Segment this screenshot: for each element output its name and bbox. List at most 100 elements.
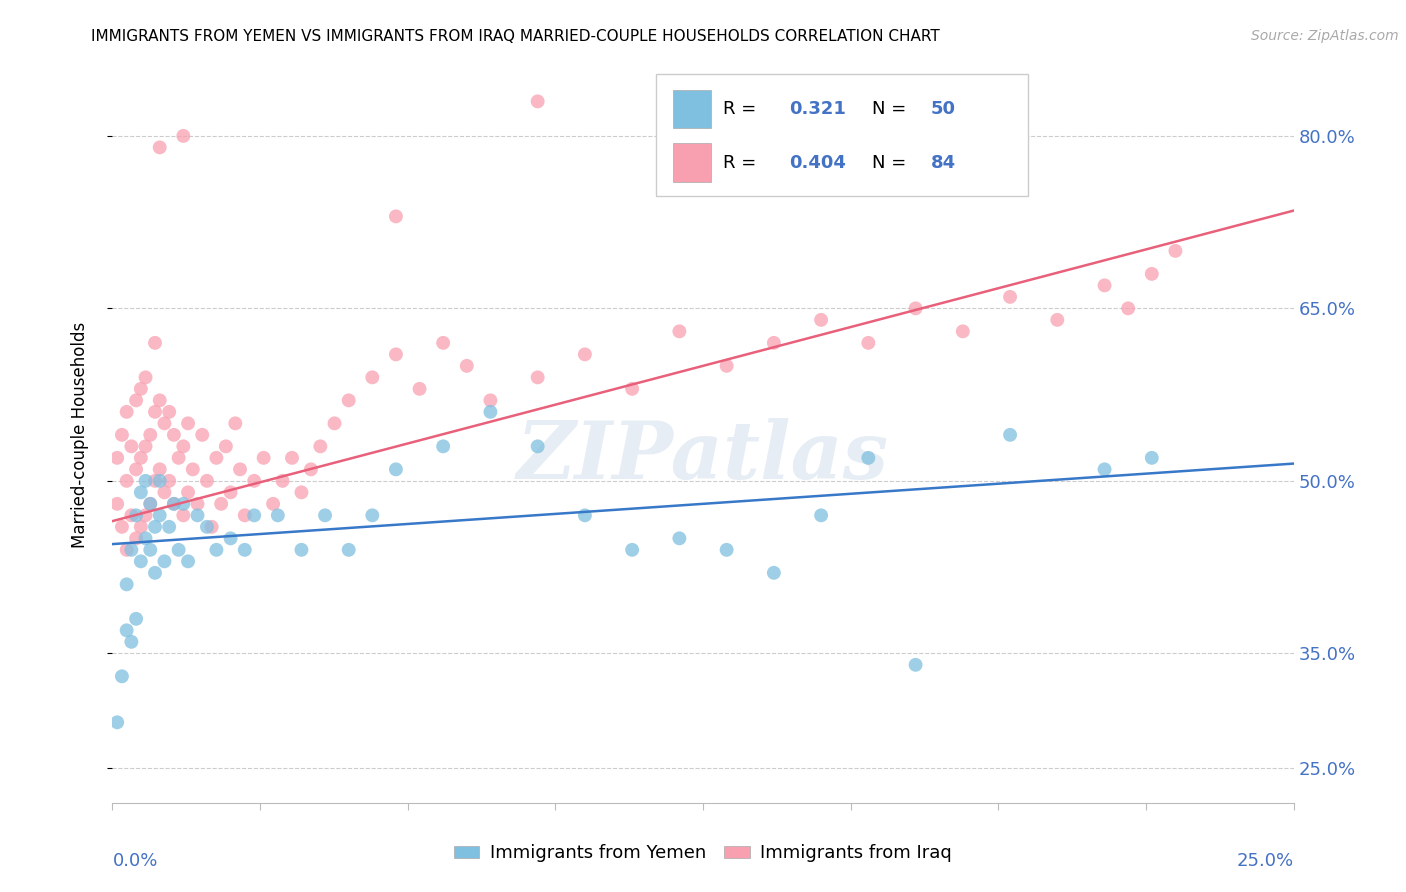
Point (621, 382, 644, 396)
Point (361, 508, 384, 523)
Text: ZIPatlas: ZIPatlas (517, 418, 889, 496)
Text: 0.0%: 0.0% (112, 852, 157, 870)
Text: R =: R = (723, 100, 762, 118)
Point (129, 520, 152, 534)
Point (716, 359, 738, 373)
Point (201, 520, 224, 534)
Point (290, 542, 312, 557)
Point (129, 450, 152, 465)
Point (668, 532, 690, 546)
Point (1116, 301, 1139, 316)
Point (385, 462, 408, 476)
Point (143, 405, 166, 419)
Point (143, 520, 166, 534)
Point (125, 532, 148, 546)
Point (167, 542, 190, 557)
Point (205, 450, 228, 465)
Point (904, 301, 927, 316)
Point (526, 370, 548, 384)
Point (186, 497, 208, 511)
Point (157, 474, 180, 488)
Bar (673, 90, 711, 128)
Point (209, 497, 232, 511)
Legend: Immigrants from Yemen, Immigrants from Iraq: Immigrants from Yemen, Immigrants from I… (447, 838, 959, 870)
Point (479, 393, 502, 408)
Point (233, 508, 256, 523)
Point (139, 542, 162, 557)
Text: R =: R = (723, 153, 762, 171)
Point (195, 474, 218, 488)
Point (105, 450, 128, 465)
Point (1140, 450, 1163, 465)
Point (172, 497, 194, 511)
Point (135, 474, 157, 488)
Text: N =: N = (872, 100, 912, 118)
Point (219, 532, 242, 546)
Y-axis label: Married-couple Households: Married-couple Households (70, 322, 89, 548)
Point (998, 290, 1021, 304)
Point (105, 715, 128, 730)
Text: 0.404: 0.404 (789, 153, 846, 171)
Point (149, 140, 172, 154)
Point (998, 427, 1021, 442)
Point (135, 439, 157, 453)
Point (621, 542, 644, 557)
Point (1140, 267, 1163, 281)
Text: Source: ZipAtlas.com: Source: ZipAtlas.com (1251, 29, 1399, 43)
Point (149, 462, 172, 476)
Point (157, 520, 180, 534)
Point (716, 542, 738, 557)
Point (267, 508, 290, 523)
Point (125, 508, 148, 523)
Point (163, 427, 186, 442)
Point (163, 497, 186, 511)
Point (479, 405, 502, 419)
Point (361, 370, 384, 384)
Point (115, 542, 138, 557)
Point (574, 508, 596, 523)
Point (186, 508, 208, 523)
Point (408, 382, 430, 396)
Point (904, 657, 927, 672)
Point (125, 462, 148, 476)
Point (157, 405, 180, 419)
Point (111, 427, 134, 442)
Bar (673, 144, 711, 182)
Point (309, 439, 332, 453)
Point (219, 485, 242, 500)
Point (129, 382, 152, 396)
Point (290, 485, 312, 500)
Point (271, 474, 294, 488)
Point (262, 497, 284, 511)
Point (143, 566, 166, 580)
Point (243, 508, 266, 523)
Point (120, 508, 142, 523)
Point (858, 450, 880, 465)
Point (762, 566, 785, 580)
Text: IMMIGRANTS FROM YEMEN VS IMMIGRANTS FROM IRAQ MARRIED-COUPLE HOUSEHOLDS CORRELAT: IMMIGRANTS FROM YEMEN VS IMMIGRANTS FROM… (91, 29, 941, 44)
Point (1094, 278, 1116, 293)
Point (1094, 462, 1116, 476)
Point (149, 508, 172, 523)
Point (762, 335, 785, 350)
Point (139, 497, 162, 511)
Point (172, 128, 194, 143)
Text: 25.0%: 25.0% (1236, 852, 1294, 870)
Point (120, 542, 142, 557)
Point (181, 462, 204, 476)
Point (337, 393, 360, 408)
Text: 0.321: 0.321 (789, 100, 846, 118)
Point (195, 520, 218, 534)
Point (1164, 244, 1187, 258)
Point (952, 324, 974, 338)
Point (858, 335, 880, 350)
Point (115, 577, 138, 591)
Point (111, 520, 134, 534)
Point (153, 554, 176, 568)
Point (172, 439, 194, 453)
Point (105, 497, 128, 511)
Point (135, 532, 157, 546)
Point (281, 450, 304, 465)
Point (299, 462, 322, 476)
Point (153, 417, 176, 431)
